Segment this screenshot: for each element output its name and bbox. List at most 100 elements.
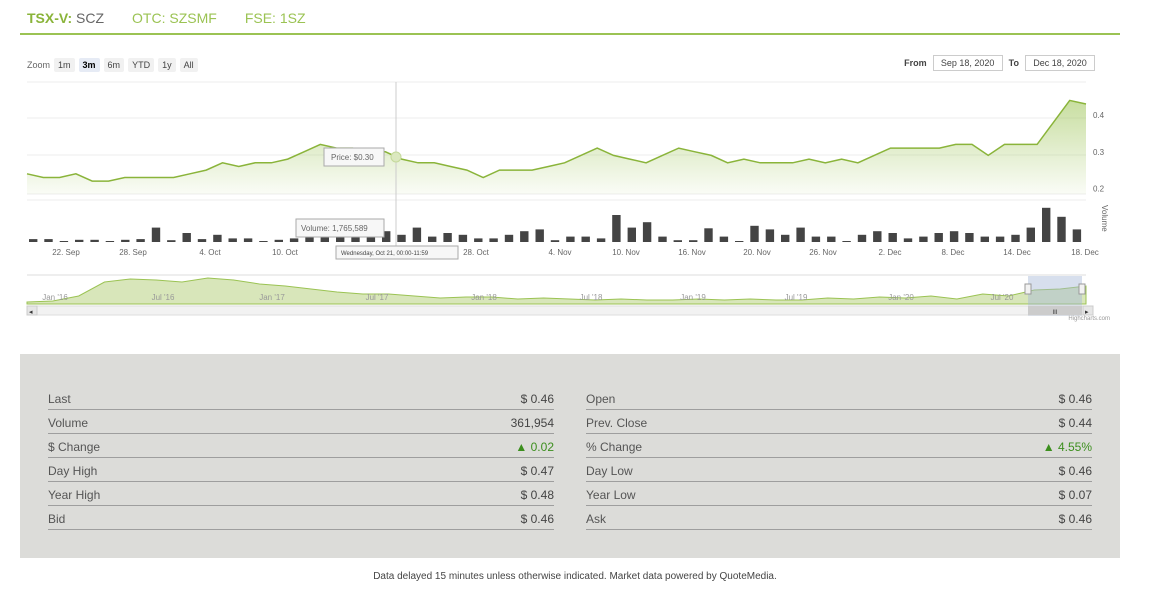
quote-label: Ask [586, 512, 607, 526]
x-tick-label: 4. Oct [199, 248, 221, 257]
date-tooltip: Wednesday, Oct 21, 00:00-11:59 [341, 251, 429, 257]
zoom-3m-button[interactable]: 3m [78, 58, 100, 72]
volume-bar [689, 240, 698, 242]
quote-label: Bid [48, 512, 66, 526]
zoom-ytd-button[interactable]: YTD [128, 58, 155, 72]
volume-bar [949, 231, 959, 242]
tab-otc[interactable]: OTC: SZSMF [132, 10, 217, 32]
quote-label: Prev. Close [586, 416, 648, 430]
volume-bar [934, 233, 943, 242]
volume-bar [842, 241, 851, 242]
date-range: From Sep 18, 2020 To Dec 18, 2020 [904, 55, 1095, 71]
volume-bar [44, 239, 53, 242]
volume-bar [903, 238, 913, 242]
volume-bar [90, 239, 99, 242]
price-area [27, 100, 1086, 194]
to-date-input[interactable]: Dec 18, 2020 [1025, 55, 1095, 71]
navigator-handle [1078, 283, 1086, 295]
volume-bar [980, 236, 989, 242]
price-tick-label: 0.4 [1093, 111, 1105, 120]
navigator-label: Jan '20 [888, 293, 914, 302]
zoom-6m-button[interactable]: 6m [103, 58, 125, 72]
navigator-label: Jul '18 [580, 293, 603, 302]
volume-bar [612, 215, 621, 242]
volume-bar [919, 236, 928, 242]
quote-row: Last $ 0.46 [48, 386, 554, 410]
volume-bar [489, 238, 498, 242]
tab-fse[interactable]: FSE: 1SZ [245, 10, 306, 32]
tab-ticker: SCZ [76, 10, 105, 26]
x-tick-label: 18. Dec [1071, 248, 1099, 257]
quote-label: Open [586, 392, 616, 406]
navigator-series [26, 277, 1087, 305]
volume-bar [75, 239, 84, 242]
volume-bar [1072, 229, 1082, 242]
quote-value: $ 0.07 [1058, 488, 1092, 502]
volume-bar [351, 234, 360, 242]
volume-bar [658, 236, 667, 242]
navigator[interactable]: Jan '16 Jul '16 Jan '17 Jul '17 Jan '18 Jul '… [26, 274, 1094, 316]
hover-point [390, 151, 402, 163]
price-tooltip: Price: $0.30 [331, 153, 374, 162]
stock-chart[interactable]: 0.4 0.3 0.2 Volume 22. Sep 28. Sep 4. Oct 10.… [0, 0, 1150, 330]
quote-label: $ Change [48, 440, 101, 454]
volume-bar [151, 227, 161, 242]
x-tick-label: 2. Dec [878, 248, 901, 257]
volume-bar [412, 227, 422, 242]
quote-row: % Change ▲ 4.55% [586, 434, 1092, 458]
volume-bar [888, 233, 897, 242]
volume-bar [550, 240, 560, 242]
zoom-all-button[interactable]: All [179, 58, 198, 72]
zoom-1m-button[interactable]: 1m [54, 58, 75, 72]
x-tick-label: 22. Sep [52, 248, 80, 257]
volume-bar [458, 234, 468, 242]
volume-bar [382, 231, 391, 242]
navigator-handle [1024, 283, 1032, 295]
zoom-1y-button[interactable]: 1y [158, 58, 176, 72]
volume-bar [243, 238, 253, 242]
volume-bar [228, 238, 237, 242]
quote-table-right: Open $ 0.46 Prev. Close $ 0.44 % Change ▲ 4.5… [586, 386, 1092, 530]
volume-bar [581, 236, 590, 242]
volume-bar [673, 240, 682, 242]
volume-bar [397, 234, 406, 242]
footer-disclaimer: Data delayed 15 minutes unless otherwise… [373, 571, 777, 582]
quote-label: Year Low [586, 488, 636, 502]
quote-value: $ 0.44 [1058, 416, 1092, 430]
from-date-input[interactable]: Sep 18, 2020 [932, 55, 1003, 71]
quote-label: Year High [48, 488, 101, 502]
volume-bar [995, 236, 1005, 242]
volume-bar [520, 231, 529, 242]
scroll-left-arrow-icon: ◂ [29, 309, 33, 316]
volume-bar [781, 234, 790, 242]
quote-row: Open $ 0.46 [586, 386, 1092, 410]
volume-bar [1042, 207, 1051, 242]
x-tick-label: 10. Oct [272, 248, 299, 257]
tab-tsxv[interactable]: TSX-V: SCZ [27, 10, 104, 32]
scrollbar-right-button [1082, 305, 1094, 316]
navigator-label: Jan '16 [42, 293, 68, 302]
quote-value: $ 0.46 [1058, 512, 1092, 526]
quote-value: $ 0.46 [520, 392, 554, 406]
navigator-label: Jul '16 [152, 293, 175, 302]
x-tick-label: 10. Nov [612, 248, 640, 257]
price-tooltip-box [323, 147, 385, 167]
chart-credits[interactable]: Highcharts.com [1068, 316, 1110, 322]
volume-bar [259, 241, 268, 242]
tab-exchange: TSX-V: [27, 10, 73, 26]
volume-bar [827, 236, 836, 242]
tab-exchange: FSE: [244, 10, 276, 26]
volume-bar [1011, 234, 1020, 242]
scroll-right-arrow-icon: ▸ [1085, 309, 1089, 316]
navigator-label: Jul '17 [366, 293, 389, 302]
volume-bar [29, 239, 38, 242]
x-tick-label: 28. Oct [463, 248, 490, 257]
x-tick-label: 4. Nov [548, 248, 571, 257]
volume-bar [59, 241, 69, 242]
quote-value: $ 0.46 [1058, 392, 1092, 406]
zoom-label: Zoom [27, 60, 51, 70]
navigator-label: Jul '19 [785, 293, 808, 302]
x-tick-label: 16. Nov [678, 248, 706, 257]
tab-underline [20, 33, 1120, 35]
